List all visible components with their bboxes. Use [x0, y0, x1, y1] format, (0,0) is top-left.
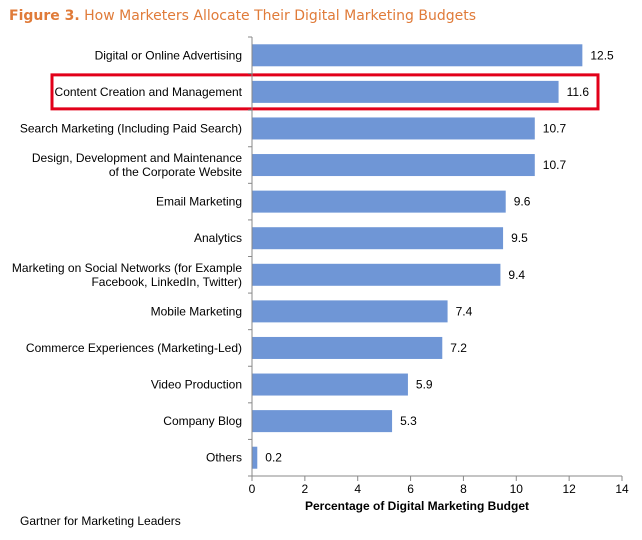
x-tick-label: 6: [407, 482, 414, 496]
x-axis-label: Percentage of Digital Marketing Budget: [305, 499, 529, 513]
data-label: 7.4: [456, 304, 473, 318]
x-tick-label: 14: [615, 482, 629, 496]
bar: [252, 410, 393, 433]
figure-title-text: How Marketers Allocate Their Digital Mar…: [84, 8, 476, 24]
data-label: 10.7: [543, 121, 567, 135]
category-label: Content Creation and Management: [55, 85, 243, 99]
bar: [252, 227, 504, 250]
bar: [252, 300, 448, 323]
bar: [252, 446, 258, 469]
bar: [252, 190, 506, 213]
x-tick-label: 4: [354, 482, 361, 496]
bar: [252, 263, 501, 286]
data-label: 0.2: [265, 451, 282, 465]
figure-number: Figure 3.: [9, 8, 80, 24]
data-label: 10.7: [543, 158, 567, 172]
data-label: 9.6: [514, 195, 531, 209]
figure-title: Figure 3. How Marketers Allocate Their D…: [9, 8, 476, 24]
bar: [252, 44, 583, 67]
data-label: 12.5: [590, 48, 614, 62]
category-label: Digital or Online Advertising: [95, 48, 242, 62]
data-label: 7.2: [450, 341, 467, 355]
x-tick-label: 10: [510, 482, 524, 496]
source-note: Gartner for Marketing Leaders: [20, 514, 181, 528]
category-label: Commerce Experiences (Marketing-Led): [26, 341, 242, 355]
category-label: Video Production: [151, 378, 242, 392]
highlight-box: [50, 73, 600, 111]
x-tick-label: 0: [249, 482, 256, 496]
bar: [252, 80, 559, 103]
x-tick-label: 2: [302, 482, 309, 496]
x-tick-label: 12: [562, 482, 576, 496]
category-label: Analytics: [194, 231, 242, 245]
category-label: Others: [206, 451, 242, 465]
data-label: 9.5: [511, 231, 528, 245]
category-label: Mobile Marketing: [151, 304, 242, 318]
data-label: 5.3: [400, 414, 417, 428]
bar: [252, 336, 443, 359]
category-label: Email Marketing: [156, 195, 242, 209]
bar: [252, 373, 408, 396]
category-label: Search Marketing (Including Paid Search): [20, 121, 242, 135]
bar: [252, 154, 535, 177]
data-label: 11.6: [567, 85, 590, 99]
bar: [252, 117, 535, 140]
data-label: 5.9: [416, 378, 433, 392]
category-label: Company Blog: [163, 414, 242, 428]
data-label: 9.4: [508, 268, 525, 282]
category-label: Marketing on Social Networks (for Exampl…: [12, 261, 242, 289]
x-tick-label: 8: [460, 482, 467, 496]
category-label: Design, Development and Maintenance of th…: [32, 151, 242, 179]
